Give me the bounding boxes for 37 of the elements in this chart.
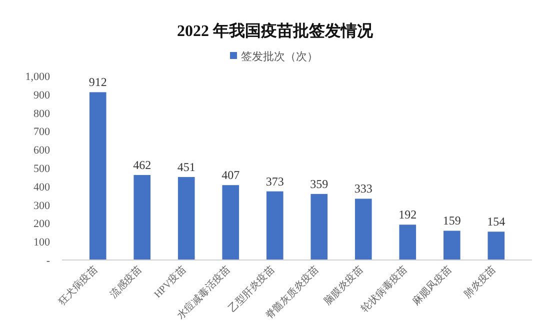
y-tick-label: 900 (34, 89, 50, 102)
bar (134, 174, 151, 260)
chart-title: 2022 年我国疫苗批签发情况 (177, 22, 374, 40)
bar (178, 177, 195, 260)
bar (488, 232, 505, 260)
bar (443, 230, 460, 260)
y-tick-label: 700 (34, 126, 50, 138)
y-tick-label: 300 (34, 200, 50, 212)
y-tick-label: 200 (34, 218, 50, 230)
x-tick-label: 流感疫苗 (107, 264, 144, 300)
data-label: 462 (133, 158, 152, 172)
y-tick-label: 800 (34, 108, 50, 120)
data-label: 451 (177, 160, 196, 174)
data-label: 407 (222, 168, 240, 182)
data-label: 359 (310, 176, 328, 191)
x-tick-label: 肺炎疫苗 (462, 264, 498, 300)
x-tick-label: 麻腮风疫苗 (410, 264, 454, 308)
bar (310, 194, 328, 260)
y-tick-label: 1,000 (25, 71, 50, 83)
legend-label: 签发批次（次） (241, 51, 318, 63)
y-tick-label: 600 (34, 144, 50, 157)
data-label: 159 (442, 214, 461, 228)
data-label: 333 (354, 182, 372, 196)
x-tick-label: 狂犬病疫苗 (56, 264, 100, 308)
bar (266, 191, 284, 260)
bar (354, 198, 372, 260)
bar (89, 92, 106, 260)
bar (399, 224, 416, 260)
data-label: 373 (266, 174, 284, 188)
bar (222, 185, 240, 260)
y-tick-label: 100 (34, 236, 50, 249)
y-tick-label: - (46, 255, 50, 267)
y-tick-label: 400 (34, 181, 50, 194)
data-label: 192 (398, 208, 417, 222)
data-label: 912 (88, 75, 107, 90)
y-tick-label: 500 (34, 163, 50, 175)
data-label: 154 (487, 214, 506, 229)
